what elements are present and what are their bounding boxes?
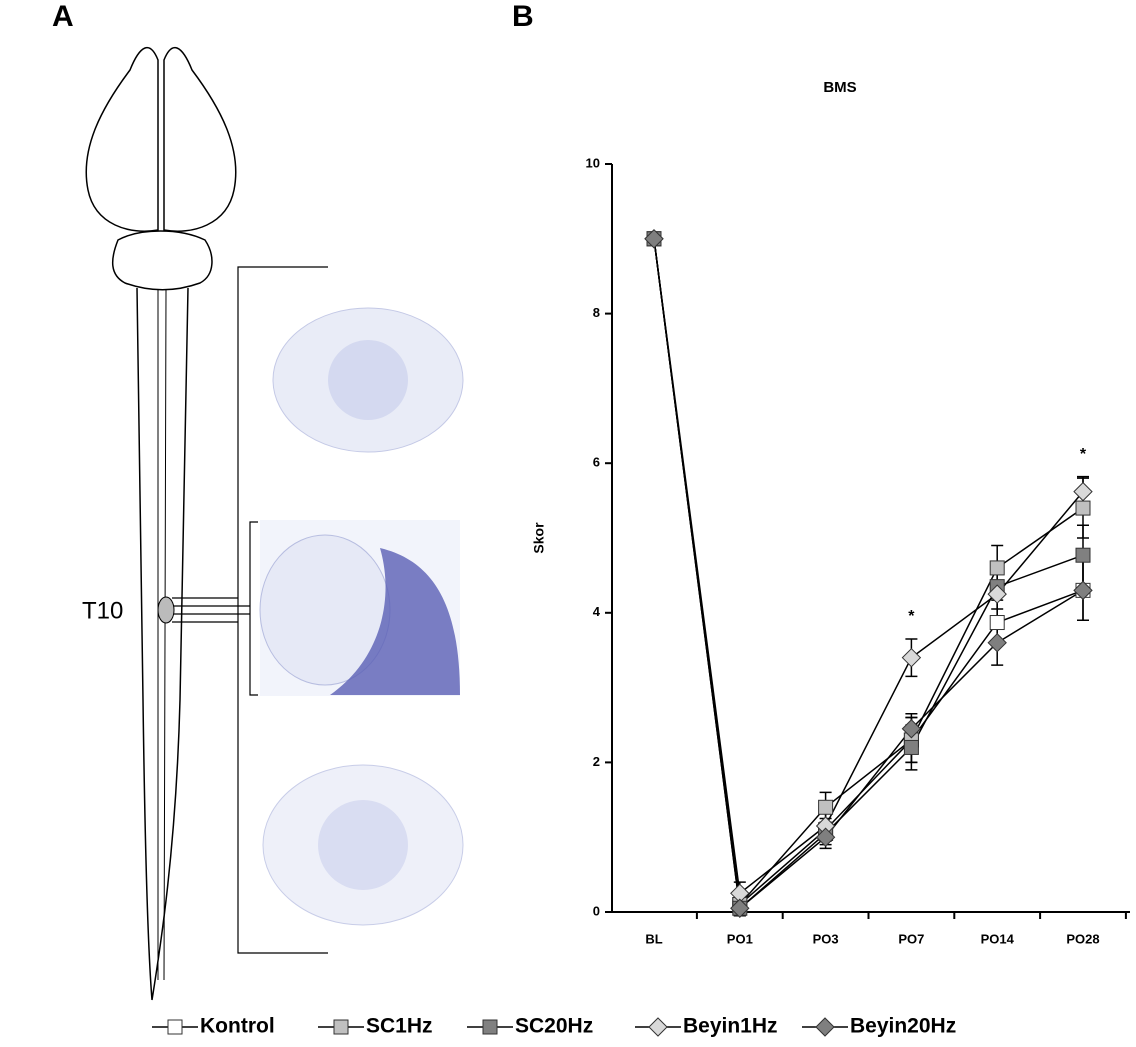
series-line [653, 238, 1084, 907]
x-tick-label: BL [645, 931, 662, 946]
legend-marker [648, 1017, 668, 1037]
cerebellum [111, 230, 213, 291]
legend-label: Kontrol [200, 1015, 275, 1038]
x-tick-label: PO3 [813, 931, 839, 946]
grey-matter [328, 340, 408, 420]
data-point [818, 799, 834, 815]
lesion-site [157, 596, 175, 624]
series-line [653, 238, 1084, 910]
panel-label: B [512, 0, 534, 33]
x-tick-label: PO1 [727, 931, 753, 946]
lesion-tissue [330, 548, 460, 695]
data-point [989, 615, 1005, 631]
legend-marker [482, 1019, 498, 1035]
y-axis-label: Skor [531, 522, 547, 554]
bracket [249, 521, 258, 696]
data-point [815, 827, 836, 847]
data-point [1073, 580, 1093, 601]
y-tick-label: 8 [593, 305, 600, 320]
brain-hemisphere [163, 47, 237, 232]
spinal-cord [136, 287, 189, 1001]
x-tick-label: PO28 [1066, 931, 1099, 946]
data-point [987, 584, 1007, 604]
series-line [653, 238, 1084, 895]
legend-label: SC1Hz [366, 1015, 433, 1038]
spinal-canal [157, 289, 167, 981]
x-tick-label: PO14 [981, 931, 1015, 946]
level-label: T10 [82, 597, 123, 624]
annotation: * [1080, 446, 1087, 463]
data-point [901, 719, 922, 739]
data-point [644, 229, 664, 249]
anatomy-diagram [85, 47, 328, 1001]
data-point [901, 647, 922, 668]
legend-marker [167, 1019, 183, 1035]
legend-marker [333, 1019, 349, 1035]
y-tick-label: 6 [593, 455, 600, 470]
panel-label: A [52, 0, 74, 33]
y-tick-label: 0 [593, 903, 600, 918]
y-tick-label: 2 [593, 754, 600, 769]
chart-title: BMS [823, 79, 856, 96]
connector [172, 597, 250, 623]
series-line [653, 238, 1084, 910]
y-tick-label: 4 [593, 604, 601, 619]
data-point [730, 898, 750, 918]
brain-hemisphere [85, 47, 159, 232]
bracket [237, 266, 328, 954]
legend-label: Beyin1Hz [683, 1015, 778, 1038]
series-line [653, 238, 1084, 907]
y-tick-label: 10 [586, 155, 600, 170]
legend-label: SC20Hz [515, 1015, 593, 1038]
data-point [1075, 547, 1091, 563]
legend-label: Beyin20Hz [850, 1015, 956, 1038]
annotation: * [908, 608, 915, 625]
x-tick-label: PO7 [898, 931, 924, 946]
data-point [1073, 481, 1093, 502]
grey-matter [318, 800, 408, 890]
data-point [1075, 500, 1091, 516]
data-point [989, 560, 1005, 576]
data-point [987, 633, 1007, 653]
legend-marker [815, 1017, 835, 1037]
data-point [903, 739, 919, 755]
